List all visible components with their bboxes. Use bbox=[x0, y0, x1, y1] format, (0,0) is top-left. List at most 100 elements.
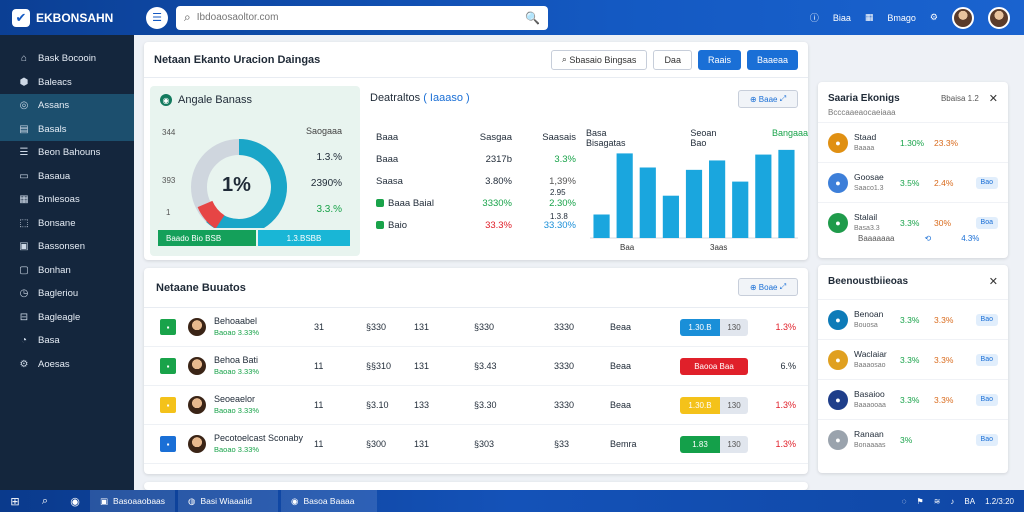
flag-icon[interactable]: ⚑ bbox=[916, 496, 924, 506]
chart-bar-5[interactable] bbox=[685, 169, 703, 238]
chart-action-button[interactable]: ⊕ Baae ⤢ bbox=[738, 90, 798, 108]
row-tag[interactable]: Bao bbox=[975, 433, 998, 446]
list-item[interactable]: ● Basaioo Baaaooaa 3.3% 3.3% Bao bbox=[818, 379, 1008, 419]
chart-bar-4[interactable] bbox=[662, 195, 679, 238]
status-secondary[interactable]: 130 bbox=[720, 396, 748, 414]
distribution-row[interactable]: Saasa 3.80% 1,39% bbox=[376, 170, 576, 192]
chart-bar-6[interactable] bbox=[709, 160, 726, 238]
wifi-icon[interactable]: ≋ bbox=[933, 496, 941, 506]
sidebar-item[interactable]: ⊟ Bagleagle bbox=[0, 306, 134, 330]
sidebar-item[interactable]: ⬚ Bonsane bbox=[0, 212, 134, 236]
distribution-row[interactable]: Baaa Baial 3330% 2.30% bbox=[376, 192, 576, 214]
settings-icon[interactable]: ⚙ bbox=[929, 12, 938, 22]
top-item-0[interactable]: Biaa bbox=[832, 12, 851, 23]
sidebar-item-label: Basaua bbox=[38, 170, 71, 182]
windows-start-icon[interactable]: ⊞ bbox=[10, 495, 20, 508]
chart-bar-1[interactable] bbox=[593, 214, 610, 239]
sidebar: ⌂ Bask Bocooin ⬢ Baleacs ◎ Assans ▤ Basals ☰ Beon… bbox=[0, 35, 134, 490]
sidebar-item[interactable]: ◷ Bagleriou bbox=[0, 282, 134, 306]
search-submit-icon[interactable]: 🔍 bbox=[525, 10, 540, 25]
sidebar-item[interactable]: ▦ Bmlesoas bbox=[0, 188, 134, 212]
sidebar-item[interactable]: ⬢ Baleacs bbox=[0, 71, 134, 95]
sidebar-item[interactable]: ⌂ Bask Bocooin bbox=[0, 47, 134, 71]
status-secondary[interactable]: 130 bbox=[720, 435, 748, 453]
list-item[interactable]: ● Benoan Bouosa 3.3% 3.3% Bao bbox=[818, 299, 1008, 339]
list-item[interactable]: ● Goosae Saaco1.3 3.5% 2.4% Bao bbox=[818, 162, 1008, 202]
distribution-row[interactable]: Baio 33.3% 33.30% bbox=[376, 214, 576, 236]
distribution-row[interactable]: Baaa 2317b 3.3% bbox=[376, 148, 576, 170]
filter-button[interactable]: ⌕ Sbasaio Bingsas bbox=[550, 49, 648, 70]
sidebar-item[interactable]: ▭ Basaua bbox=[0, 165, 134, 189]
row-tag[interactable]: Bao bbox=[975, 313, 998, 326]
list-item[interactable]: ● Staad Baaaa 1.30% 23.3% bbox=[818, 122, 1008, 162]
status-badge[interactable]: 1.83 bbox=[680, 435, 720, 453]
metric-value: 3.3% bbox=[900, 314, 920, 325]
taskbar-task[interactable]: ▣ Basoaaobaas bbox=[90, 490, 176, 512]
table-cell: 3330 bbox=[554, 361, 575, 371]
chart-bar-7[interactable] bbox=[732, 181, 749, 238]
close-icon[interactable]: ✕ bbox=[988, 275, 998, 288]
brand[interactable]: ✔ EKBONSAHN bbox=[0, 0, 134, 35]
table-cell: 31 bbox=[314, 322, 325, 332]
chart-bar-9[interactable] bbox=[778, 149, 795, 238]
search-bar[interactable]: ⌕ 🔍 bbox=[176, 5, 548, 30]
row-percent: 1.3% bbox=[775, 439, 796, 449]
menu-button[interactable]: ☰ bbox=[146, 6, 168, 29]
status-badge[interactable]: 1.30.B bbox=[680, 318, 720, 336]
bottom-action-button[interactable]: ⊕ Boae ⤢ bbox=[738, 278, 798, 296]
status-secondary[interactable]: 130 bbox=[720, 318, 748, 336]
close-icon[interactable]: ✕ bbox=[988, 92, 998, 105]
sidebar-item[interactable]: ▢ Bonhan bbox=[0, 259, 134, 283]
sidebar-item[interactable]: ☰ Beon Bahouns bbox=[0, 141, 134, 165]
sidebar-item[interactable]: ▤ Basals bbox=[0, 117, 134, 141]
secondary-button[interactable]: Daa bbox=[653, 49, 692, 70]
apps-icon[interactable]: ▦ bbox=[864, 12, 874, 22]
box-icon: ⬢ bbox=[19, 76, 29, 88]
sidebar-item[interactable]: ◔ Basa bbox=[0, 329, 134, 353]
clock[interactable]: 1.2/3:20 bbox=[985, 496, 1014, 506]
table-row[interactable]: ▪ Pecotoelcast Sconaby Baoao 3.33% 11 §300 13… bbox=[144, 425, 808, 464]
chart-bar-2[interactable] bbox=[616, 153, 633, 238]
checkbox-icon[interactable] bbox=[376, 199, 384, 207]
row-tag[interactable]: Boa bbox=[975, 216, 998, 229]
search-input[interactable] bbox=[196, 12, 520, 23]
avatar-secondary[interactable] bbox=[988, 6, 1010, 29]
browser-icon[interactable]: ◉ bbox=[70, 495, 80, 508]
status-badge[interactable]: 1.30.B bbox=[680, 396, 720, 414]
row-tag[interactable]: Bao bbox=[975, 353, 998, 366]
taskbar-task[interactable]: ◉ Basoa Baaaa bbox=[281, 490, 378, 512]
sidebar-item[interactable]: ▣ Bassonsen bbox=[0, 235, 134, 259]
info-icon[interactable]: ⓘ bbox=[809, 13, 819, 23]
sidebar-item[interactable]: ⚙ Aoesas bbox=[0, 353, 134, 377]
gauge-bar-right[interactable]: 1.3.BSBB bbox=[258, 230, 350, 246]
link-icon[interactable]: ⟲ bbox=[924, 234, 932, 243]
table-row[interactable]: ▪ Behoa Bati Baoao 3.33% 11 §§310 131 §3.43 333… bbox=[144, 347, 808, 386]
chart-bar-8[interactable] bbox=[755, 154, 772, 238]
row-tag[interactable]: Bao bbox=[975, 176, 998, 189]
list-item[interactable]: ● Waclaiar Baaaosao 3.3% 3.3% Bao bbox=[818, 339, 1008, 379]
primary-button[interactable]: Raais bbox=[697, 49, 741, 70]
search-icon[interactable]: ⌕ bbox=[41, 494, 49, 507]
gauge-bar-left[interactable]: Baado Bio BSB bbox=[158, 230, 256, 246]
table-row[interactable]: ▪ Behoaabel Baoao 3.33% 31 §330 131 §330 3330 Be… bbox=[144, 308, 808, 347]
chat-icon[interactable]: ◌ bbox=[901, 496, 907, 506]
distribution-label-text: Saasa bbox=[376, 175, 403, 187]
company-sub: Basa3.3 bbox=[854, 224, 880, 232]
avatar[interactable] bbox=[952, 6, 974, 29]
chart-bar-3[interactable] bbox=[639, 167, 656, 239]
status-badge[interactable]: Baooa Baa bbox=[680, 357, 748, 375]
table-row[interactable]: ▪ Seoeaelor Baoao 3.33% 11 §3.10 133 §3.30 3330… bbox=[144, 386, 808, 425]
sidebar-item[interactable]: ◎ Assans bbox=[0, 94, 134, 118]
volume-icon[interactable]: ♪ bbox=[950, 496, 955, 506]
bottom-title: Netaane Buuatos bbox=[156, 281, 246, 294]
taskbar-task[interactable]: ◍ Basi Wiaaaiid bbox=[178, 490, 279, 512]
checkbox-icon[interactable] bbox=[376, 221, 384, 229]
top-item-1[interactable]: Bmago bbox=[887, 12, 916, 23]
list-item[interactable]: ● Stalail Basa3.3 3.3% 30% Boa bbox=[818, 202, 1008, 242]
pie-icon: ◔ bbox=[20, 335, 28, 347]
list-item[interactable]: ● Ranaan Bonaaaas 3% Bao bbox=[818, 419, 1008, 459]
metric-change: 2.4% bbox=[934, 177, 954, 188]
table-cell: 131 bbox=[414, 439, 430, 449]
action-button[interactable]: Baaeaa bbox=[746, 49, 798, 70]
row-tag[interactable]: Bao bbox=[975, 393, 998, 406]
